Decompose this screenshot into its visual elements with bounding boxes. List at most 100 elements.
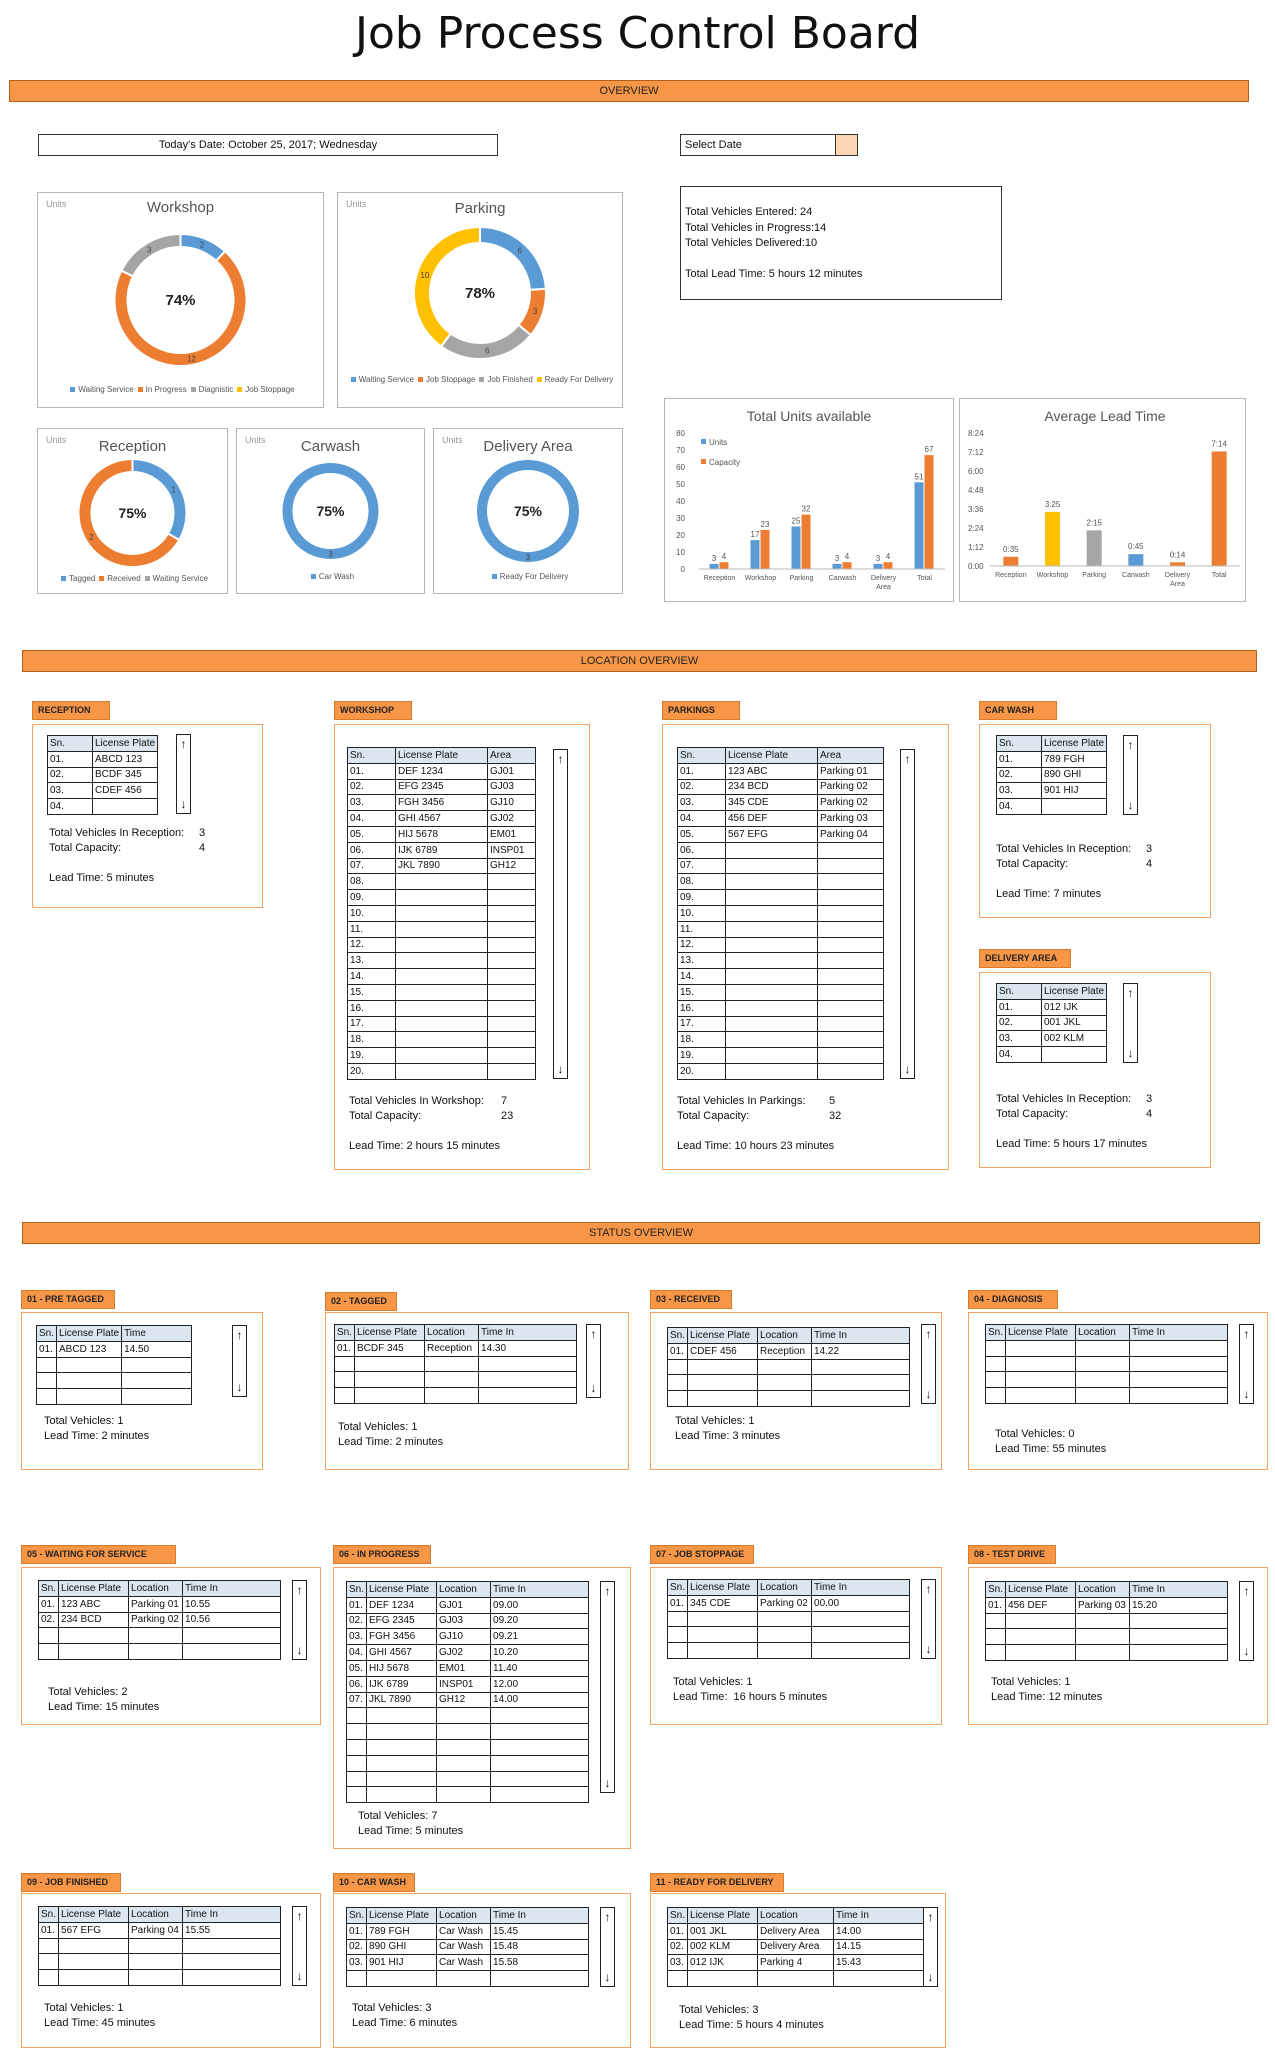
table-row[interactable]: 02. 234 BCD Parking 02 10.56 [37,1611,282,1629]
table-row[interactable] [37,1643,282,1660]
table-row[interactable]: 05. 567 EFG Parking 04 [677,825,884,843]
table-row[interactable]: 03. FGH 3456 GJ10 [347,794,536,812]
table-row[interactable]: 13. [677,952,884,970]
table-row[interactable]: 12. [347,936,536,954]
table-row[interactable]: 02. 890 GHI Car Wash 15.48 [345,1938,590,1956]
table-row[interactable] [35,1388,193,1405]
table-row[interactable] [35,1372,193,1390]
scroll-down-arrow-icon[interactable]: ↓ [296,1969,303,1983]
table-row[interactable]: 04. [996,1046,1108,1063]
table-row[interactable]: 15. [677,983,884,1001]
table-row[interactable] [984,1612,1229,1630]
table-row[interactable]: 06. IJK 6789 INSP01 12.00 [345,1675,590,1693]
scroll-up-arrow-icon[interactable]: ↑ [1127,738,1134,752]
table-row[interactable] [37,1969,282,1986]
scrollbar[interactable]: ↑ ↓ [900,749,915,1079]
scrollbar[interactable]: ↑ ↓ [600,1581,615,1793]
table-row[interactable]: 19. [347,1047,536,1064]
scroll-down-arrow-icon[interactable]: ↓ [180,797,187,811]
table-row[interactable] [345,1770,590,1788]
table-row[interactable]: 07. JKL 7890 GH12 [347,857,536,875]
table-row[interactable] [666,1626,911,1644]
scrollbar[interactable]: ↑ ↓ [921,1579,936,1659]
table-row[interactable]: 03. 002 KLM [996,1030,1108,1048]
scroll-down-arrow-icon[interactable]: ↓ [904,1062,911,1076]
scrollbar[interactable]: ↑ ↓ [553,749,568,1079]
scroll-up-arrow-icon[interactable]: ↑ [604,1584,611,1598]
table-row[interactable] [37,1627,282,1645]
table-row[interactable]: 13. [347,952,536,970]
table-row[interactable]: 15. [347,983,536,1001]
table-row[interactable] [37,1937,282,1955]
table-row[interactable]: 20. [677,1062,884,1080]
table-row[interactable]: 05. HIJ 5678 EM01 [347,825,536,843]
scrollbar[interactable]: ↑ ↓ [1239,1324,1254,1404]
table-row[interactable] [345,1723,590,1740]
table-row[interactable]: 01. ABCD 123 [47,750,159,768]
scroll-up-arrow-icon[interactable]: ↑ [927,1910,934,1924]
table-row[interactable]: 05. HIJ 5678 EM01 11.40 [345,1659,590,1677]
table-row[interactable]: 06. [677,841,884,859]
table-row[interactable]: 04. 456 DEF Parking 03 [677,810,884,827]
table-row[interactable]: 02. BCDF 345 [47,766,159,784]
scroll-up-arrow-icon[interactable]: ↑ [1243,1584,1250,1598]
table-row[interactable]: 14. [347,968,536,985]
table-row[interactable]: 16. [677,999,884,1017]
table-row[interactable]: 16. [347,999,536,1017]
table-row[interactable]: 20. [347,1062,536,1080]
table-row[interactable]: 03. CDEF 456 [47,782,159,800]
table-row[interactable] [984,1387,1229,1404]
scroll-down-arrow-icon[interactable]: ↓ [604,1970,611,1984]
scroll-down-arrow-icon[interactable]: ↓ [927,1970,934,1984]
table-row[interactable] [984,1371,1229,1389]
table-row[interactable]: 10. [347,904,536,922]
table-row[interactable]: 04. GHI 4567 GJ02 10.20 [345,1644,590,1661]
table-row[interactable] [345,1738,590,1756]
scrollbar[interactable]: ↑ ↓ [586,1324,601,1398]
table-row[interactable]: 08. [347,873,536,891]
table-row[interactable]: 01. DEF 1234 GJ01 09.00 [345,1596,590,1614]
scroll-up-arrow-icon[interactable]: ↑ [180,737,187,751]
table-row[interactable]: 03. 345 CDE Parking 02 [677,794,884,812]
table-row[interactable]: 02. 234 BCD Parking 02 [677,778,884,796]
scrollbar[interactable]: ↑ ↓ [292,1906,307,1986]
scrollbar[interactable]: ↑ ↓ [1123,735,1138,815]
scroll-down-arrow-icon[interactable]: ↓ [925,1642,932,1656]
scroll-up-arrow-icon[interactable]: ↑ [296,1583,303,1597]
table-row[interactable]: 04. [996,798,1108,815]
table-row[interactable]: 01. 789 FGH [996,750,1108,768]
table-row[interactable] [666,1358,911,1376]
scroll-down-arrow-icon[interactable]: ↓ [604,1776,611,1790]
table-row[interactable]: 09. [347,889,536,906]
scroll-down-arrow-icon[interactable]: ↓ [1127,1046,1134,1060]
table-row[interactable]: 02. EFG 2345 GJ03 09.20 [345,1612,590,1630]
scroll-down-arrow-icon[interactable]: ↓ [557,1062,564,1076]
table-row[interactable]: 17. [347,1015,536,1033]
table-row[interactable] [345,1786,590,1804]
date-picker[interactable]: Select Date [680,134,858,156]
table-row[interactable] [345,1970,590,1987]
table-row[interactable]: 01. 789 FGH Car Wash 15.45 [345,1922,590,1940]
scroll-up-arrow-icon[interactable]: ↑ [590,1327,597,1341]
scrollbar[interactable]: ↑ ↓ [292,1580,307,1660]
table-row[interactable]: 10. [677,904,884,922]
table-row[interactable]: 01. 345 CDE Parking 02 00.00 [666,1594,911,1612]
date-picker-button[interactable] [835,135,857,155]
scroll-down-arrow-icon[interactable]: ↓ [236,1380,243,1394]
table-row[interactable]: 07. [677,857,884,875]
table-row[interactable] [984,1355,1229,1373]
table-row[interactable]: 01. DEF 1234 GJ01 [347,762,536,780]
table-row[interactable]: 11. [347,920,536,938]
table-row[interactable]: 09. [677,889,884,906]
table-row[interactable]: 03. 901 HIJ Car Wash 15.58 [345,1954,590,1972]
table-row[interactable] [666,1642,911,1659]
scroll-down-arrow-icon[interactable]: ↓ [1243,1387,1250,1401]
table-row[interactable] [345,1707,590,1725]
scroll-down-arrow-icon[interactable]: ↓ [296,1643,303,1657]
table-row[interactable]: 01. 456 DEF Parking 03 15.20 [984,1596,1229,1614]
scrollbar[interactable]: ↑ ↓ [600,1907,615,1987]
table-row[interactable]: 02. 002 KLM Delivery Area 14.15 [666,1938,933,1956]
table-row[interactable]: 08. [677,873,884,891]
table-row[interactable]: 06. IJK 6789 INSP01 [347,841,536,859]
table-row[interactable]: 01. ABCD 123 14.50 [35,1340,193,1358]
